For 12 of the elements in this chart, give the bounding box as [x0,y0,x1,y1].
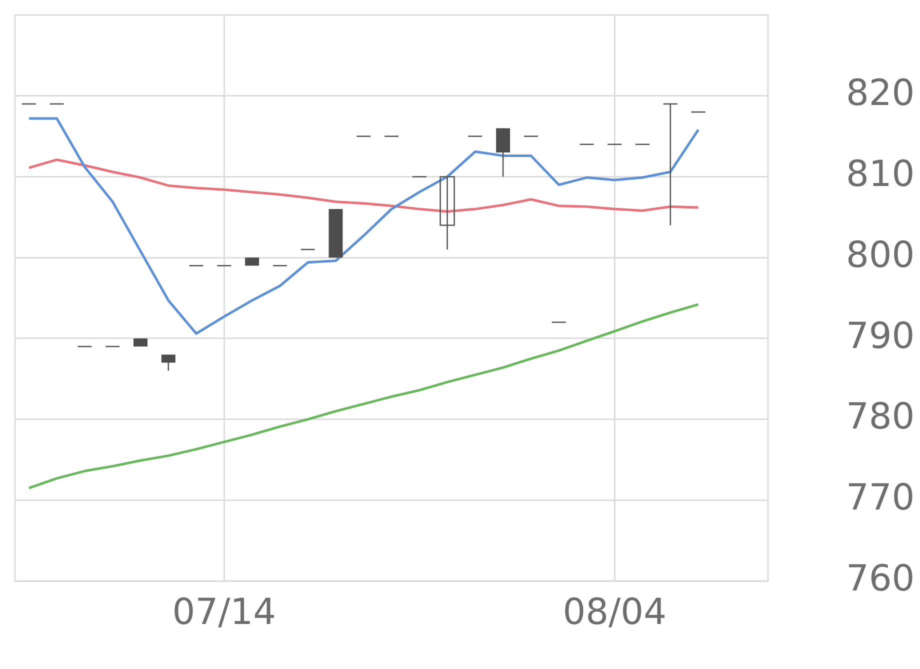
candlestick [161,354,176,372]
y-tick-label: 800 [846,234,915,276]
y-tick-label: 770 [846,478,915,518]
candlestick [662,103,678,226]
y-tick-label: 760 [846,558,915,600]
y-tick-label: 810 [846,154,915,196]
y-tick-label: 780 [846,396,915,438]
y-tick-label: 820 [846,73,915,114]
y-tick-label: 790 [846,316,915,357]
candlestick [440,176,455,250]
x-tick-label: 07/14 [172,592,276,633]
x-tick-label: 08/04 [562,592,666,633]
